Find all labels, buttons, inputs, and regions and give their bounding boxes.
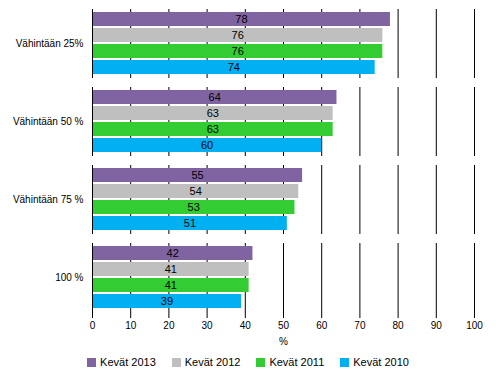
svg-text:20: 20 xyxy=(163,320,175,331)
svg-text:Vähintään 50 %: Vähintään 50 % xyxy=(13,116,84,127)
svg-text:78: 78 xyxy=(235,13,247,25)
html-text:Kevät 2012: Kevät 2012 xyxy=(184,356,241,368)
svg-text:64: 64 xyxy=(209,91,221,103)
svg-text:76: 76 xyxy=(232,29,244,41)
html-text:Kevät 2011: Kevät 2011 xyxy=(269,356,325,368)
svg-text:54: 54 xyxy=(190,185,202,197)
svg-text:100: 100 xyxy=(466,320,483,331)
svg-text:39: 39 xyxy=(161,295,173,307)
svg-text:60: 60 xyxy=(316,320,328,331)
svg-text:63: 63 xyxy=(207,123,219,135)
svg-text:50: 50 xyxy=(278,320,290,331)
svg-text:76: 76 xyxy=(232,45,244,57)
svg-text:53: 53 xyxy=(188,201,200,213)
svg-text:55: 55 xyxy=(191,169,203,181)
svg-text:41: 41 xyxy=(165,263,177,275)
svg-text:60: 60 xyxy=(201,139,213,151)
svg-text:Vähintään 25%: Vähintään 25% xyxy=(16,38,84,49)
svg-text:90: 90 xyxy=(431,320,443,331)
svg-text:63: 63 xyxy=(207,107,219,119)
html-text:Kevät 2013: Kevät 2013 xyxy=(100,356,156,368)
svg-text:10: 10 xyxy=(125,320,137,331)
svg-text:%: % xyxy=(279,336,288,347)
svg-text:51: 51 xyxy=(184,217,196,229)
svg-text:74: 74 xyxy=(228,61,240,73)
svg-text:30: 30 xyxy=(202,320,214,331)
svg-text:80: 80 xyxy=(393,320,405,331)
svg-text:42: 42 xyxy=(167,247,179,259)
svg-text:41: 41 xyxy=(165,279,177,291)
svg-text:40: 40 xyxy=(240,320,252,331)
svg-text:100 %: 100 % xyxy=(55,272,83,283)
html-text:Kevät 2010: Kevät 2010 xyxy=(353,356,409,368)
svg-text:0: 0 xyxy=(90,320,96,331)
svg-text:70: 70 xyxy=(354,320,366,331)
svg-text:Vähintään 75 %: Vähintään 75 % xyxy=(13,194,84,205)
